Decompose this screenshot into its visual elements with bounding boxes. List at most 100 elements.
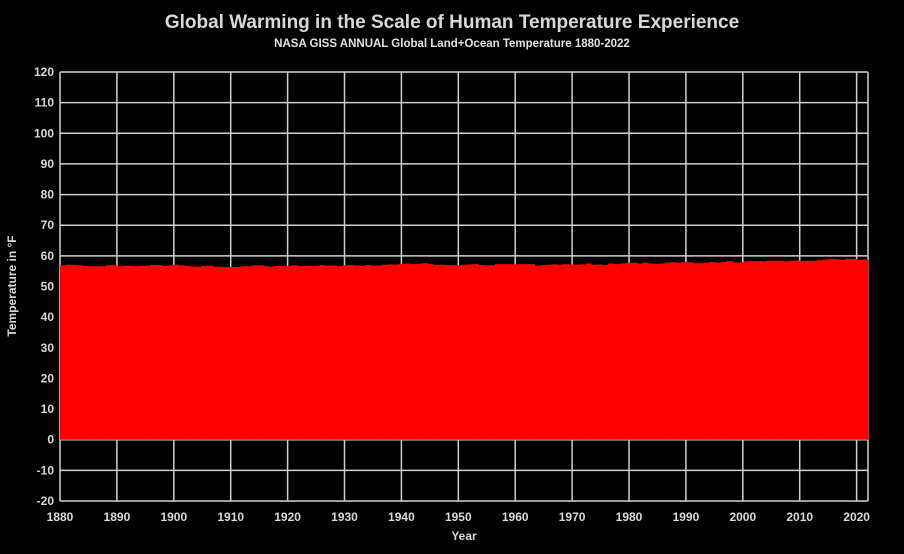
- data-bar-1892: [127, 265, 135, 440]
- data-bar-2002: [749, 261, 756, 440]
- y-tick-label: 110: [35, 96, 55, 110]
- data-bar-1951: [461, 264, 468, 440]
- data-bar-1910: [229, 266, 236, 440]
- data-bar-1985: [653, 263, 660, 440]
- x-tick-label: 1930: [331, 510, 358, 524]
- data-bar-2008: [783, 261, 790, 440]
- y-axis-ticks: -20 -10 0 10 20 30 40 50 60 70 80 90 100 110 120: [34, 65, 54, 508]
- data-bar-1930: [342, 265, 349, 440]
- data-bar-1890: [116, 266, 123, 440]
- y-tick-label: 40: [41, 310, 55, 324]
- data-bar-1961: [517, 264, 524, 440]
- data-bar-1977: [608, 263, 615, 440]
- data-bar-1967: [551, 264, 558, 440]
- x-tick-label: 1900: [160, 510, 187, 524]
- data-bar-1922: [297, 265, 304, 440]
- data-bar-1908: [218, 266, 225, 440]
- x-axis-label: Year: [451, 529, 477, 543]
- data-bar-1941: [404, 263, 411, 440]
- data-bar-2009: [788, 260, 796, 440]
- data-bar-1994: [704, 262, 711, 440]
- data-bar-1924: [308, 265, 315, 440]
- data-bar-1968: [557, 264, 564, 440]
- data-bar-1928: [331, 265, 338, 440]
- data-bar-1918: [274, 265, 281, 440]
- x-tick-label: 1940: [388, 510, 415, 524]
- x-tick-label: 1890: [104, 510, 131, 524]
- data-bar-1972: [579, 264, 587, 440]
- data-bar-1929: [336, 266, 344, 440]
- data-bar-1944: [421, 263, 428, 440]
- data-bar-1900: [173, 264, 180, 440]
- x-tick-label: 1910: [217, 510, 244, 524]
- data-bar-1947: [438, 264, 445, 440]
- data-bar-1916: [263, 266, 270, 440]
- data-bar-1901: [178, 265, 185, 440]
- data-bar-1960: [512, 264, 519, 440]
- data-bar-1979: [619, 263, 626, 440]
- x-tick-label: 2010: [786, 510, 813, 524]
- data-bar-1926: [319, 265, 327, 440]
- data-bar-1964: [534, 265, 541, 440]
- data-bar-1915: [257, 265, 265, 440]
- y-tick-label: 80: [41, 188, 55, 202]
- data-bar-2006: [771, 260, 779, 440]
- y-tick-label: 0: [47, 433, 54, 447]
- data-bar-1973: [585, 263, 592, 440]
- data-bar-1946: [432, 264, 440, 440]
- data-bar-1925: [314, 265, 321, 440]
- data-bar-1935: [370, 265, 378, 440]
- data-bar-1880: [60, 265, 67, 440]
- y-tick-label: 50: [41, 280, 55, 294]
- data-bar-2007: [777, 260, 784, 440]
- data-bar-1963: [528, 264, 536, 440]
- y-tick-label: -10: [37, 463, 55, 477]
- data-bar-1989: [675, 262, 683, 440]
- data-bar-1902: [184, 265, 191, 440]
- data-bar-1950: [455, 265, 462, 440]
- x-tick-label: 1990: [673, 510, 700, 524]
- data-bar-1891: [122, 265, 129, 440]
- data-bar-2014: [817, 260, 824, 440]
- data-bar-1982: [636, 263, 643, 440]
- data-bar-1894: [139, 265, 146, 440]
- data-bar-2022: [862, 259, 869, 440]
- data-bar-1881: [65, 264, 72, 440]
- data-bar-1907: [212, 266, 219, 440]
- data-bar-1882: [71, 265, 78, 440]
- x-tick-label: 2020: [843, 510, 870, 524]
- data-bar-1923: [302, 265, 310, 440]
- data-bar-1921: [291, 265, 298, 440]
- data-bar-1962: [523, 264, 530, 440]
- data-bar-1909: [223, 267, 231, 440]
- data-bar-1933: [359, 265, 366, 440]
- data-bar-1986: [658, 263, 666, 440]
- data-bar-1991: [687, 262, 694, 440]
- data-bar-2011: [800, 261, 807, 440]
- data-bar-1884: [82, 265, 89, 440]
- data-bar-1888: [105, 265, 112, 440]
- x-tick-label: 1920: [274, 510, 301, 524]
- data-bar-1885: [88, 266, 95, 440]
- data-bar-2003: [754, 261, 762, 440]
- data-bar-1899: [167, 265, 174, 440]
- data-bar-1969: [562, 264, 570, 440]
- data-bar-1945: [427, 263, 434, 440]
- data-bar-1927: [325, 265, 332, 440]
- data-bar-2015: [822, 259, 830, 440]
- data-bar-2010: [794, 260, 801, 440]
- data-bar-1966: [545, 264, 553, 440]
- x-tick-label: 2000: [729, 510, 756, 524]
- data-bar-1887: [99, 266, 106, 440]
- data-bar-1914: [252, 265, 259, 440]
- data-bar-2017: [834, 259, 841, 440]
- y-tick-label: 20: [41, 371, 55, 385]
- data-bar-1904: [195, 266, 202, 440]
- data-bar-1954: [478, 265, 485, 440]
- chart-title: Global Warming in the Scale of Human Tem…: [164, 12, 740, 33]
- data-bar-1917: [269, 266, 276, 440]
- data-bar-1905: [201, 265, 208, 440]
- data-bar-1987: [664, 262, 671, 440]
- data-bar-2018: [839, 259, 846, 440]
